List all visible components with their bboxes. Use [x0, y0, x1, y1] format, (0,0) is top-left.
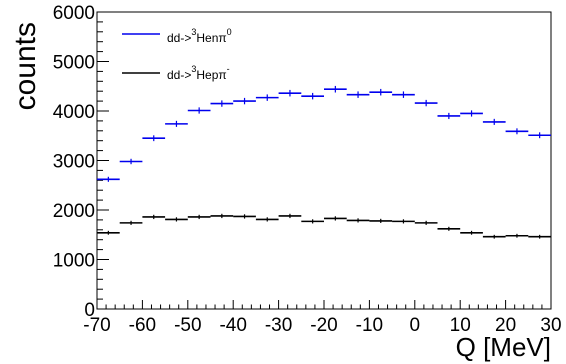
y-tick-label: 1000	[53, 251, 95, 272]
y-tick-label: 4000	[53, 102, 95, 123]
x-tick-label: 10	[450, 315, 471, 336]
x-tick-label: -20	[310, 315, 337, 336]
y-axis-title: counts	[9, 22, 42, 110]
x-axis: -70 -60 -50 -40 -30 -20 -10 0 10 20 30	[83, 300, 562, 336]
legend-label-dd-3hen-pi0: dd->3Henπ0	[167, 27, 232, 45]
x-tick-label: 30	[540, 315, 561, 336]
x-tick-label: -60	[129, 315, 156, 336]
x-tick-label: -40	[219, 315, 246, 336]
y-tick-label: 6000	[53, 3, 95, 24]
x-tick-label: 20	[495, 315, 516, 336]
x-tick-label: -70	[83, 315, 110, 336]
x-tick-label: -10	[356, 315, 383, 336]
x-tick-label: -50	[174, 315, 201, 336]
y-axis: 0 1000 2000 3000 4000 5000 6000	[53, 3, 109, 321]
plot-frame	[96, 11, 552, 310]
series-dd-3hep-pi-minus	[97, 213, 551, 239]
legend-label-dd-3hep-pi-minus: dd->3Hepπ-	[167, 64, 230, 82]
series-dd-3hen-pi0	[97, 85, 551, 182]
y-tick-label: 3000	[53, 152, 95, 173]
y-tick-label: 0	[84, 300, 95, 321]
x-axis-title: Q [MeV]	[456, 332, 551, 362]
legend: dd->3Henπ0 dd->3Hepπ-	[122, 27, 232, 82]
x-tick-label: 0	[410, 315, 421, 336]
y-tick-label: 5000	[53, 53, 95, 74]
plot-area	[96, 11, 552, 310]
y-tick-label: 2000	[53, 201, 95, 222]
x-tick-label: -30	[265, 315, 292, 336]
